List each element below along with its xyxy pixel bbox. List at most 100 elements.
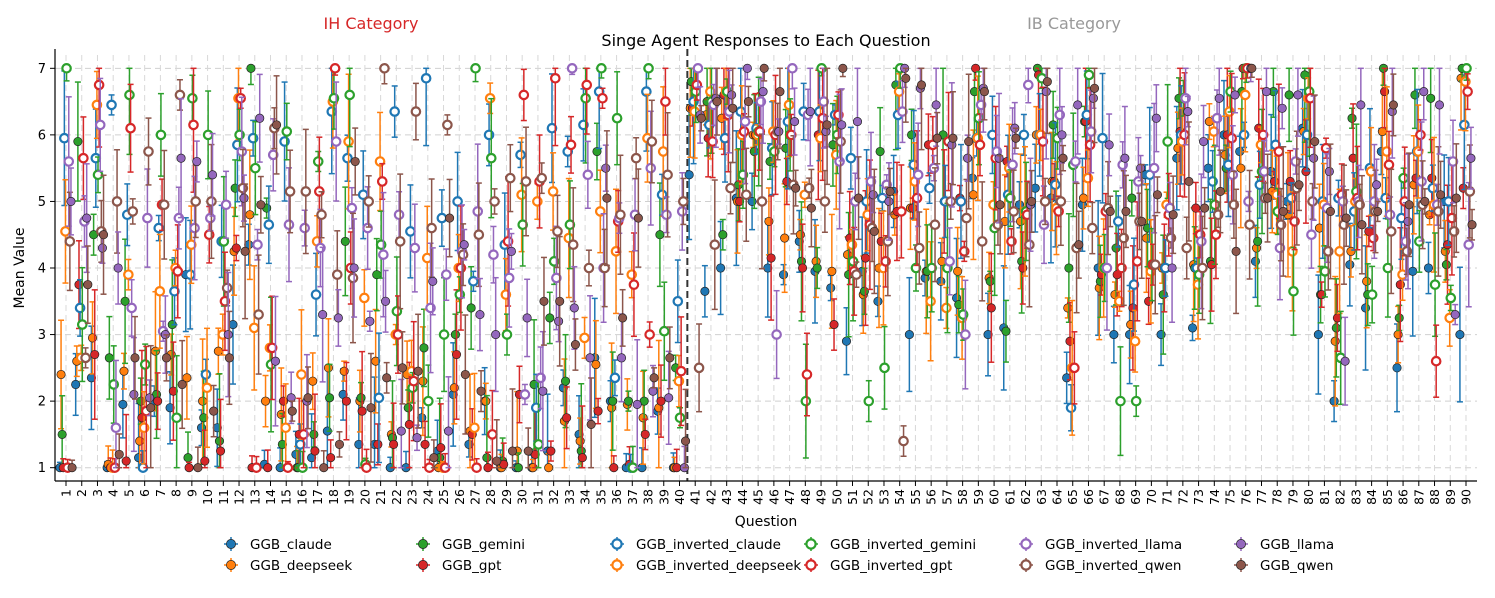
data-point: [1109, 330, 1119, 340]
legend-label: GGB_inverted_gpt: [830, 558, 952, 574]
data-point: [1069, 362, 1080, 374]
data-point: [885, 186, 895, 197]
data-point: [1074, 240, 1084, 250]
x-tick-label: 68: [1112, 489, 1127, 505]
data-point: [1024, 239, 1035, 251]
data-point: [93, 79, 105, 91]
data-point: [223, 330, 233, 340]
data-point: [1284, 90, 1294, 100]
legend-label: GGB_qwen: [1260, 558, 1333, 574]
data-point: [76, 319, 88, 330]
data-point: [200, 456, 210, 466]
data-point: [1434, 100, 1445, 110]
data-point: [577, 453, 587, 463]
data-point: [552, 226, 563, 237]
data-point: [593, 406, 603, 416]
x-tick-label: 6: [137, 489, 152, 497]
data-point: [716, 263, 726, 273]
x-tick-label: 13: [247, 489, 262, 505]
data-point: [1356, 100, 1366, 110]
data-point: [489, 196, 500, 207]
data-point: [57, 429, 67, 439]
data-point: [343, 136, 354, 147]
data-point: [581, 79, 593, 91]
data-point: [1345, 260, 1355, 270]
data-point: [475, 310, 485, 320]
data-point: [1313, 330, 1323, 340]
data-point: [1319, 266, 1331, 277]
data-point: [986, 303, 996, 313]
data-point: [312, 156, 324, 167]
x-tick-label: 31: [530, 489, 545, 505]
data-point: [961, 212, 972, 224]
data-point: [67, 463, 77, 473]
x-tick-label: 57: [939, 489, 954, 505]
legend-marker: [418, 539, 428, 549]
x-tick-label: 59: [971, 489, 986, 505]
data-point: [1416, 176, 1427, 187]
legend-label: GGB_inverted_deepseek: [636, 558, 801, 574]
x-tick-label: 53: [876, 489, 891, 505]
data-point: [184, 269, 196, 280]
data-point: [1309, 153, 1319, 163]
x-tick-label: 33: [562, 489, 577, 505]
data-point: [791, 183, 801, 193]
category-label-ih: IH Category: [324, 14, 419, 33]
data-point: [1459, 119, 1470, 131]
data-point: [735, 196, 745, 206]
legend-marker: [226, 560, 236, 570]
data-point: [121, 456, 131, 466]
x-axis-label: Question: [735, 514, 798, 530]
data-point: [78, 152, 89, 164]
data-point: [953, 266, 963, 276]
legend-label: GGB_gpt: [442, 558, 501, 574]
data-point: [423, 395, 434, 407]
data-point: [281, 126, 293, 137]
data-point: [476, 386, 486, 396]
data-point: [1148, 162, 1160, 174]
data-point: [469, 422, 480, 434]
data-point: [884, 196, 894, 206]
data-point: [466, 303, 476, 313]
data-point: [564, 219, 576, 231]
data-point: [136, 396, 146, 406]
data-point: [59, 132, 70, 144]
x-tick-label: 69: [1128, 489, 1143, 505]
data-point: [113, 263, 123, 273]
data-point: [403, 403, 413, 413]
data-point: [1423, 263, 1434, 273]
data-point: [502, 236, 514, 247]
data-point: [505, 172, 516, 184]
data-point: [859, 286, 869, 296]
data-point: [344, 89, 356, 101]
data-point: [759, 63, 769, 73]
data-point: [1294, 180, 1304, 190]
x-tick-label: 35: [593, 489, 608, 505]
data-point: [104, 353, 114, 363]
data-point: [127, 206, 139, 217]
data-point: [1436, 190, 1446, 200]
data-point: [1429, 279, 1441, 290]
data-point: [246, 63, 256, 73]
data-point: [585, 353, 595, 363]
data-point: [471, 462, 482, 473]
data-point: [124, 89, 135, 101]
data-point: [533, 439, 544, 450]
data-point: [114, 449, 124, 459]
data-point: [926, 262, 938, 274]
legend-item: GGB_deepseek: [224, 558, 352, 574]
data-point: [1042, 77, 1052, 87]
x-tick-label: 2: [74, 489, 89, 497]
data-point: [464, 439, 474, 449]
x-tick-label: 3: [90, 489, 105, 497]
data-point: [1088, 93, 1098, 103]
x-tick-label: 14: [263, 489, 278, 505]
data-point: [428, 276, 438, 286]
legend-marker: [1236, 560, 1246, 570]
data-point: [1112, 216, 1124, 227]
data-point: [1244, 219, 1255, 231]
x-tick-label: 45: [751, 489, 766, 505]
data-point: [1179, 129, 1190, 141]
data-point: [623, 396, 633, 406]
